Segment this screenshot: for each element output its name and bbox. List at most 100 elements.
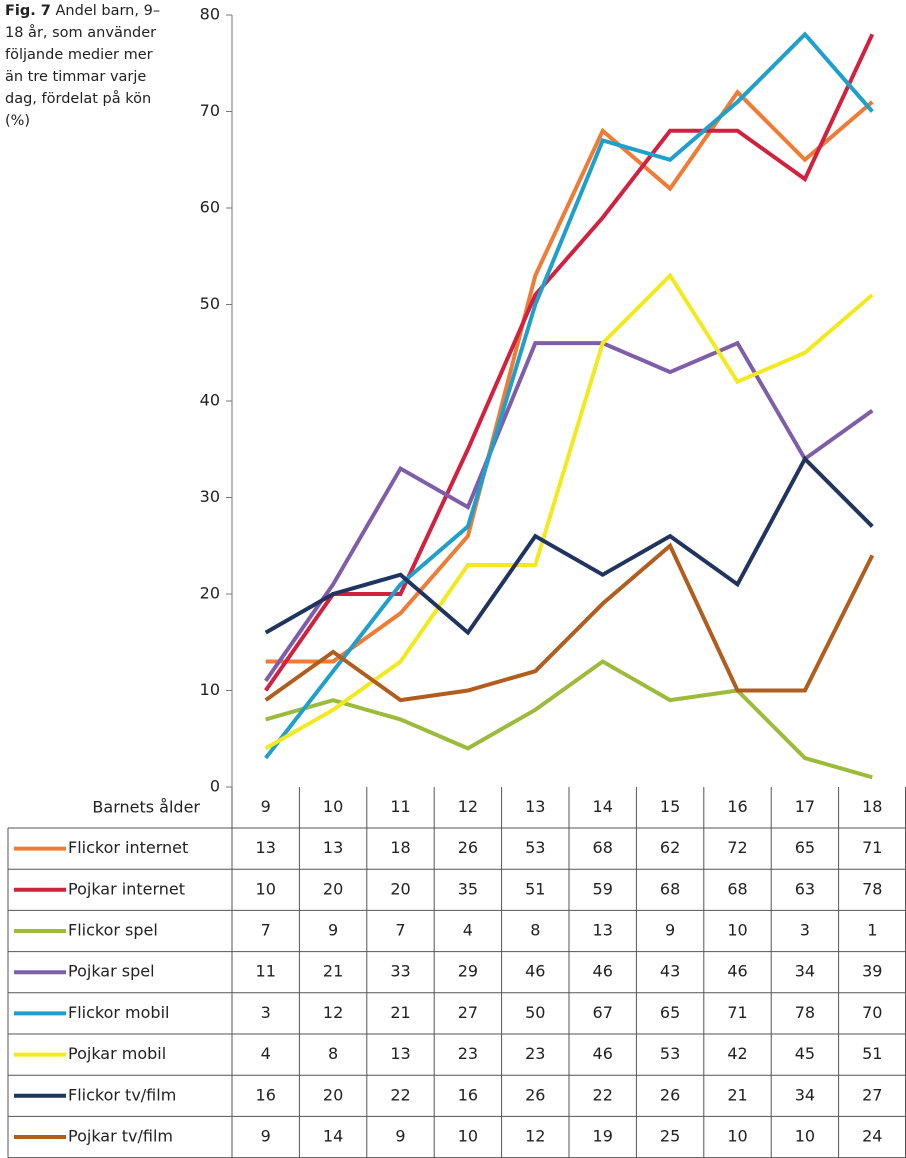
table-cell: 46	[593, 962, 613, 981]
table-cell: 23	[458, 1044, 478, 1063]
table-cell: 3	[261, 1003, 271, 1022]
table-cell: 16	[458, 1085, 478, 1104]
table-cell: 72	[727, 838, 747, 857]
table-cell: 53	[525, 838, 545, 857]
table-cell: 12	[525, 1127, 545, 1146]
table-cell: 10	[458, 1127, 478, 1146]
table-cell: 10	[727, 1127, 747, 1146]
table-cell: 20	[323, 1085, 343, 1104]
table-cell: 10	[795, 1127, 815, 1146]
table-cell: 71	[727, 1003, 747, 1022]
table-cell: 70	[862, 1003, 882, 1022]
series-line	[264, 272, 874, 751]
table-cell: 8	[530, 921, 540, 940]
x-tick-label: 10	[323, 797, 343, 816]
series-line	[264, 33, 875, 692]
x-tick-label: 13	[525, 797, 545, 816]
legend-label: Flickor tv/film	[68, 1085, 176, 1104]
table-cell: 53	[660, 1044, 680, 1063]
table-cell: 21	[727, 1085, 747, 1104]
table-cell: 78	[862, 879, 882, 898]
table-cell: 20	[323, 879, 343, 898]
table-cell: 13	[593, 921, 613, 940]
table-cell: 13	[323, 838, 343, 857]
table-cell: 35	[458, 879, 478, 898]
table-cell: 46	[593, 1044, 613, 1063]
x-axis-label: Barnets ålder	[92, 798, 200, 817]
table-cell: 13	[256, 838, 276, 857]
table-cell: 10	[727, 921, 747, 940]
table-cell: 29	[458, 962, 478, 981]
y-tick-label: 70	[200, 101, 220, 120]
table-cell: 9	[261, 1127, 271, 1146]
table-cell: 22	[390, 1085, 410, 1104]
table-cell: 27	[862, 1085, 882, 1104]
table-cell: 27	[458, 1003, 478, 1022]
table-cell: 3	[800, 921, 810, 940]
table-cell: 4	[261, 1044, 271, 1063]
table-cell: 33	[390, 962, 410, 981]
table-cell: 13	[390, 1044, 410, 1063]
table-cell: 46	[727, 962, 747, 981]
legend-label: Flickor spel	[68, 921, 158, 940]
table-cell: 20	[390, 879, 410, 898]
y-tick-label: 40	[200, 391, 220, 410]
table-cell: 45	[795, 1044, 815, 1063]
table-cell: 1	[867, 921, 877, 940]
series-line	[265, 659, 873, 780]
y-tick-label: 80	[200, 5, 220, 24]
legend-label: Pojkar internet	[68, 879, 185, 898]
table-cell: 26	[660, 1085, 680, 1104]
legend-label: Pojkar spel	[68, 962, 155, 981]
x-tick-label: 12	[458, 797, 478, 816]
y-tick-label: 10	[200, 680, 220, 699]
table-cell: 25	[660, 1127, 680, 1146]
series-line	[264, 455, 874, 636]
table-cell: 21	[390, 1003, 410, 1022]
table-cell: 23	[525, 1044, 545, 1063]
y-tick-label: 50	[200, 294, 220, 313]
table-cell: 24	[862, 1127, 882, 1146]
series-line	[265, 89, 874, 664]
legend-label: Pojkar tv/film	[68, 1127, 173, 1146]
table-cell: 67	[593, 1003, 613, 1022]
table-cell: 7	[395, 921, 405, 940]
table-cell: 46	[525, 962, 545, 981]
y-tick-label: 60	[200, 198, 220, 217]
table-cell: 34	[795, 1085, 815, 1104]
table-cell: 51	[862, 1044, 882, 1063]
table-cell: 68	[727, 879, 747, 898]
table-cell: 68	[660, 879, 680, 898]
table-cell: 51	[525, 879, 545, 898]
legend-label: Flickor mobil	[68, 1003, 169, 1022]
series-line	[264, 31, 874, 760]
x-tick-label: 18	[862, 797, 882, 816]
x-tick-label: 15	[660, 797, 680, 816]
table-cell: 19	[593, 1127, 613, 1146]
table-cell: 50	[525, 1003, 545, 1022]
table-cell: 18	[390, 838, 410, 857]
table-cell: 78	[795, 1003, 815, 1022]
legend-label: Pojkar mobil	[68, 1044, 166, 1063]
table-cell: 21	[323, 962, 343, 981]
x-tick-label: 17	[795, 797, 815, 816]
table-cell: 9	[328, 921, 338, 940]
table-cell: 71	[862, 838, 882, 857]
table-cell: 8	[328, 1044, 338, 1063]
table-cell: 9	[665, 921, 675, 940]
y-tick-label: 0	[210, 777, 220, 796]
figure-label: Fig. 7	[5, 3, 51, 19]
table-cell: 7	[261, 921, 271, 940]
table-cell: 39	[862, 962, 882, 981]
table-cell: 63	[795, 879, 815, 898]
legend-label: Flickor internet	[68, 838, 188, 857]
table-cell: 11	[256, 962, 276, 981]
table-cell: 4	[463, 921, 473, 940]
table-cell: 43	[660, 962, 680, 981]
table-cell: 65	[660, 1003, 680, 1022]
table-cell: 59	[593, 879, 613, 898]
table-cell: 34	[795, 962, 815, 981]
x-tick-label: 11	[390, 797, 410, 816]
